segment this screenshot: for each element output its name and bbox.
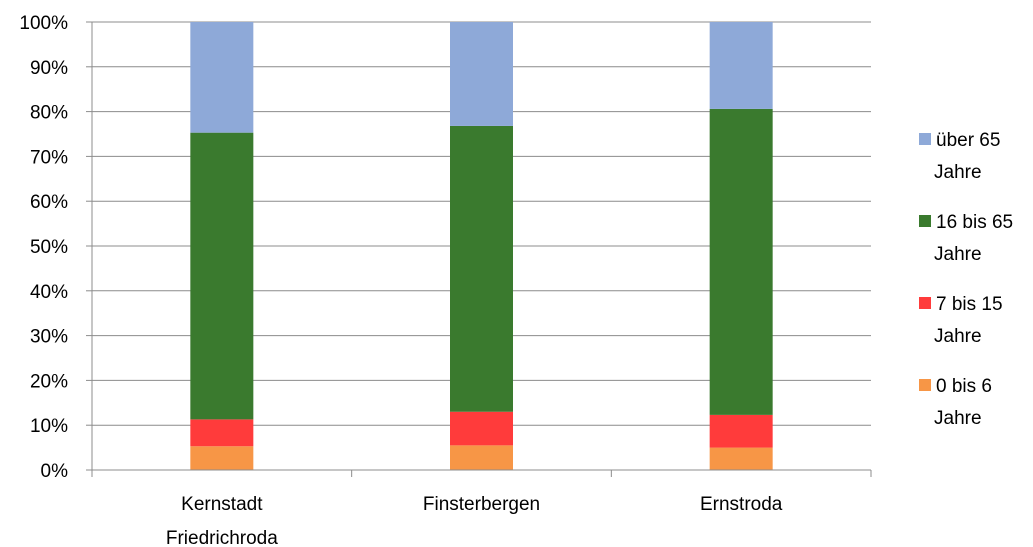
y-tick-label: 90% xyxy=(30,58,68,79)
legend-label: 16 bis 65 Jahre xyxy=(934,212,1013,265)
legend-label: über 65 Jahre xyxy=(934,130,1000,183)
bar-segment xyxy=(190,419,254,447)
bar-segment xyxy=(450,125,513,412)
x-category-label: Ernstroda xyxy=(700,494,783,515)
bar-segment xyxy=(190,132,254,420)
y-tick-label: 60% xyxy=(30,192,68,213)
y-tick-label: 30% xyxy=(30,327,68,348)
bar-segment xyxy=(450,411,513,446)
bar-segment xyxy=(450,445,513,470)
x-axis-category-labels: Kernstadt Friedrichroda Finsterbergen Ernst… xyxy=(166,494,783,547)
legend: über 65 Jahre 16 bis 65 Jahre 7 bis 15 Jahre 0… xyxy=(919,130,1013,429)
legend-swatch xyxy=(919,379,931,391)
bar-segment xyxy=(709,414,773,448)
bars xyxy=(190,22,773,470)
bar-segment xyxy=(709,22,773,109)
y-tick-label: 10% xyxy=(30,416,68,437)
bar-segment xyxy=(450,22,513,126)
y-tick-label: 80% xyxy=(30,103,68,124)
bar-segment xyxy=(190,22,254,133)
y-tick-label: 20% xyxy=(30,371,68,392)
y-tick-label: 50% xyxy=(30,237,68,258)
y-tick-label: 40% xyxy=(30,282,68,303)
legend-label: 0 bis 6 Jahre xyxy=(934,376,992,429)
legend-swatch xyxy=(919,297,931,309)
x-category-label: Finsterbergen xyxy=(423,494,540,515)
y-axis-tick-labels: 0% 10% 20% 30% 40% 50% 60% 70% 80% 90% 100% xyxy=(19,13,68,482)
legend-swatch xyxy=(919,133,931,145)
legend-swatch xyxy=(919,215,931,227)
bar-segment xyxy=(709,108,773,415)
bar-segment xyxy=(709,447,773,470)
y-tick-label: 0% xyxy=(41,461,69,482)
axes xyxy=(91,22,872,477)
x-category-label: Kernstadt Friedrichroda xyxy=(166,494,278,547)
y-tick-label: 100% xyxy=(19,13,68,34)
legend-label: 7 bis 15 Jahre xyxy=(934,294,1003,347)
y-tick-label: 70% xyxy=(30,147,68,168)
bar-segment xyxy=(190,446,254,470)
